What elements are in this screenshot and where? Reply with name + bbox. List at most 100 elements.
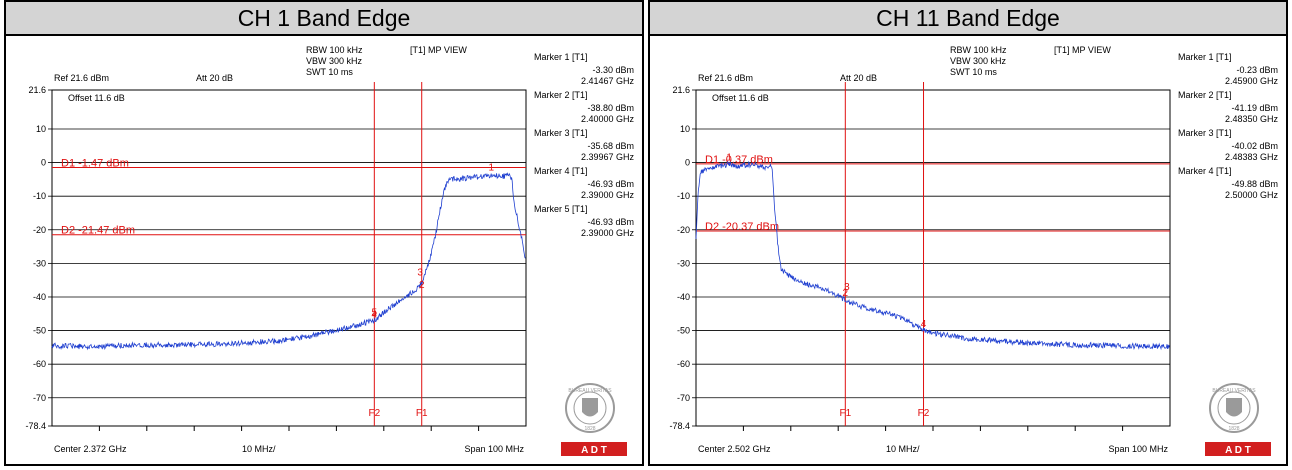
logo-ring xyxy=(565,383,615,433)
marker-freq: 2.40000 GHz xyxy=(581,114,635,124)
display-line-label: D1 -1.47 dBm xyxy=(61,158,129,170)
y-tick-label: -10 xyxy=(33,191,46,201)
y-tick-label: -40 xyxy=(33,292,46,302)
offset-label: Offset 11.6 dB xyxy=(68,93,125,103)
rbw-label: RBW 100 kHz xyxy=(950,45,1007,55)
marker-title: Marker 3 [T1] xyxy=(1178,128,1232,138)
spectrum-chart-ch1: 21.6 10 0 -10 -20 -30 -40 -50 -60 -70 -78.4 RBW 100… xyxy=(25,45,635,456)
offset-label: Offset 11.6 dB xyxy=(712,93,769,103)
vbw-label: VBW 300 kHz xyxy=(950,56,1007,66)
marker-freq: 2.39967 GHz xyxy=(581,152,635,162)
marker-level: -38.80 dBm xyxy=(587,103,634,113)
marker-title: Marker 3 [T1] xyxy=(534,128,588,138)
y-tick-label: -50 xyxy=(33,326,46,336)
marker-point: 1 xyxy=(726,152,732,163)
y-tick-label: 0 xyxy=(685,158,690,168)
center-freq-label: Center 2.502 GHz xyxy=(698,444,771,454)
logo-bar xyxy=(561,442,627,456)
rbw-label: RBW 100 kHz xyxy=(306,45,363,55)
logo-shield xyxy=(582,398,598,417)
marker-freq: 2.41467 GHz xyxy=(581,76,635,86)
att-label: Att 20 dB xyxy=(196,73,233,83)
marker-level: -3.30 dBm xyxy=(592,65,634,75)
y-tick-label: -20 xyxy=(33,225,46,235)
y-tick-label: -50 xyxy=(677,326,690,336)
marker-point: 3 xyxy=(844,282,850,293)
logo-ring xyxy=(1209,383,1259,433)
marker-title: Marker 5 [T1] xyxy=(534,204,588,214)
logo-inner-ring xyxy=(573,391,607,425)
panel-title: CH 11 Band Edge xyxy=(650,2,1286,36)
marker-point: 3 xyxy=(417,267,423,278)
display-line-label: D2 -21.47 dBm xyxy=(61,225,135,237)
y-tick-label: -60 xyxy=(677,359,690,369)
marker-freq: 2.48383 GHz xyxy=(1225,152,1279,162)
y-tick-label: 10 xyxy=(36,124,46,134)
swt-label: SWT 10 ms xyxy=(306,67,353,77)
panel-ch1: CH 1 Band Edge 21.6 10 0 -10 -20 -30 -40 -50 -60… xyxy=(4,0,644,466)
y-tick-label: -78.4 xyxy=(25,421,46,431)
division-label: 10 MHz/ xyxy=(886,444,920,454)
spectrum-chart-ch11: 21.6 10 0 -10 -20 -30 -40 -50 -60 -70 -78.4 RBW 100… xyxy=(669,45,1279,456)
y-tick-label: -70 xyxy=(677,393,690,403)
center-freq-label: Center 2.372 GHz xyxy=(54,444,127,454)
plot-frame xyxy=(695,89,1171,427)
logo-year: 1828 xyxy=(1228,426,1239,432)
span-label: Span 100 MHz xyxy=(464,444,524,454)
y-tick-label: -20 xyxy=(677,225,690,235)
y-tick-label: -30 xyxy=(33,258,46,268)
y-tick-label: 21.6 xyxy=(28,85,46,95)
spectrum-trace xyxy=(695,160,1170,351)
panel-title: CH 1 Band Edge xyxy=(6,2,642,36)
marker-level: -40.02 dBm xyxy=(1231,141,1278,151)
spectrum-trace xyxy=(51,172,526,351)
display-line-label: D2 -20.37 dBm xyxy=(705,221,779,233)
logo-inner-ring xyxy=(1217,391,1251,425)
y-tick-label: 21.6 xyxy=(672,85,690,95)
logo-shield xyxy=(1226,398,1242,417)
freq-line-label: F1 xyxy=(839,408,851,419)
ref-label: Ref 21.6 dBm xyxy=(54,73,109,83)
logo-bar-text: A D T xyxy=(581,445,607,456)
marker-freq: 2.39000 GHz xyxy=(581,228,635,238)
division-label: 10 MHz/ xyxy=(242,444,276,454)
freq-line-label: F1 xyxy=(416,408,428,419)
marker-level: -0.23 dBm xyxy=(1236,65,1278,75)
marker-level: -46.93 dBm xyxy=(587,217,634,227)
marker-level: -35.68 dBm xyxy=(587,141,634,151)
marker-point: 2 xyxy=(419,280,425,291)
swt-label: SWT 10 ms xyxy=(950,67,997,77)
bureau-veritas-logo: BUREAU VERITAS 1828 xyxy=(1209,383,1259,433)
logo-year: 1828 xyxy=(584,426,595,432)
logo-bar-text: A D T xyxy=(1225,445,1251,456)
marker-point: 4 xyxy=(372,309,378,320)
marker-title: Marker 1 [T1] xyxy=(534,52,588,62)
mode-label: [T1] MP VIEW xyxy=(1054,45,1111,55)
panel-ch11: CH 11 Band Edge 21.6 10 0 -10 -20 -30 -40 -50 -6… xyxy=(648,0,1288,466)
freq-line-label: F2 xyxy=(368,408,380,419)
ref-label: Ref 21.6 dBm xyxy=(698,73,753,83)
y-tick-label: -70 xyxy=(33,393,46,403)
y-tick-label: -78.4 xyxy=(669,421,690,431)
y-tick-label: -40 xyxy=(677,292,690,302)
y-tick-label: -10 xyxy=(677,191,690,201)
marker-freq: 2.45900 GHz xyxy=(1225,76,1279,86)
marker-title: Marker 4 [T1] xyxy=(1178,166,1232,176)
mode-label: [T1] MP VIEW xyxy=(410,45,467,55)
y-tick-label: -30 xyxy=(677,258,690,268)
att-label: Att 20 dB xyxy=(840,73,877,83)
vbw-label: VBW 300 kHz xyxy=(306,56,363,66)
marker-level: -46.93 dBm xyxy=(587,179,634,189)
logo-ring-text: BUREAU VERITAS xyxy=(1212,388,1256,394)
logo-bar xyxy=(1205,442,1271,456)
marker-title: Marker 1 [T1] xyxy=(1178,52,1232,62)
marker-level: -41.19 dBm xyxy=(1231,103,1278,113)
display-line-label: D1 -0.37 dBm xyxy=(705,154,773,166)
marker-freq: 2.48350 GHz xyxy=(1225,114,1279,124)
freq-line-label: F2 xyxy=(918,408,930,419)
logo-ring-text: BUREAU VERITAS xyxy=(568,388,612,394)
y-tick-label: 0 xyxy=(41,158,46,168)
marker-point: 4 xyxy=(921,319,927,330)
bureau-veritas-logo: BUREAU VERITAS 1828 xyxy=(565,383,615,433)
